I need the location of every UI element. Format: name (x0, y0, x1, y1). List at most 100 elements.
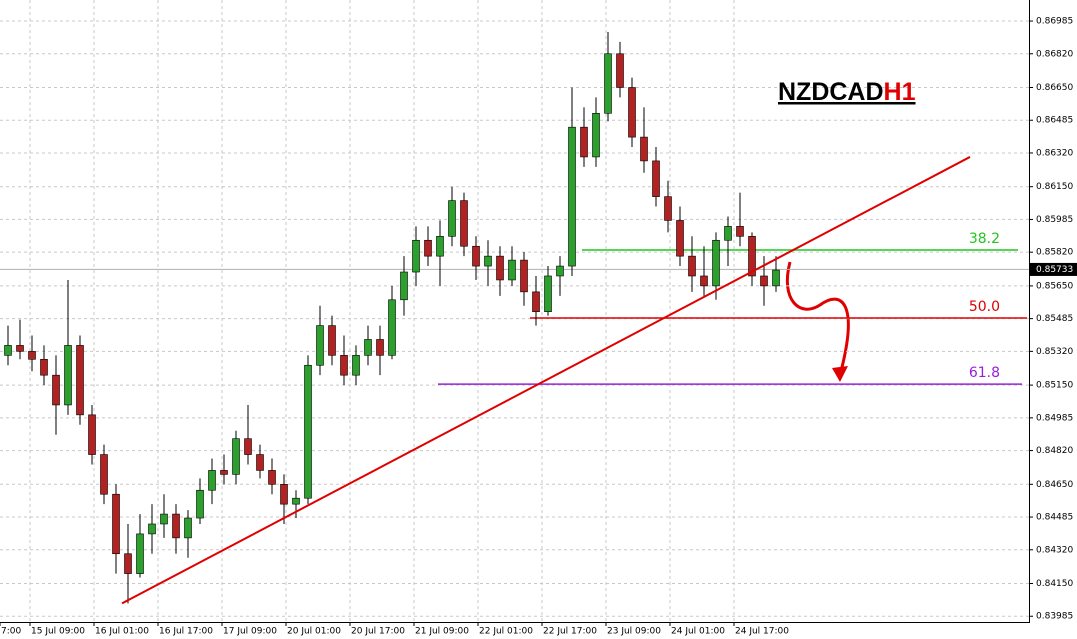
candle-body (280, 484, 288, 505)
fib-level-label: 38.2 (969, 231, 1000, 247)
candle-body (436, 236, 444, 257)
candle-body (616, 53, 624, 88)
candle-body (52, 374, 60, 406)
candle-body (88, 414, 96, 455)
candle-body (232, 438, 240, 475)
candle-body (40, 359, 48, 376)
x-tick-label: 16 Jul 01:00 (95, 627, 149, 637)
candle-body (484, 255, 492, 267)
current-price-box (1030, 262, 1077, 276)
y-tick-label: 0.85320 (1036, 347, 1073, 357)
y-tick-label: 0.85485 (1036, 314, 1073, 324)
candle-body (580, 126, 588, 158)
title-symbol: NZDCAD (778, 78, 884, 106)
candle-body (172, 513, 180, 539)
y-tick-label: 0.85985 (1036, 215, 1073, 225)
fib-level-label: 50.0 (969, 299, 1000, 315)
candle-body (100, 454, 108, 495)
candle-body (184, 517, 192, 539)
y-tick-label: 0.85650 (1036, 281, 1073, 291)
candle-body (292, 497, 300, 505)
candle-body (772, 269, 780, 287)
candle-body (592, 112, 600, 158)
y-tick-label: 0.86985 (1036, 17, 1073, 27)
candle-body (736, 226, 744, 237)
candle-body (520, 259, 528, 293)
candle-body (4, 345, 12, 356)
y-tick-label: 0.83985 (1036, 612, 1073, 622)
x-tick-label: 24 Jul 17:00 (735, 627, 789, 637)
x-tick-label: 22 Jul 01:00 (479, 627, 533, 637)
candle-body (28, 351, 36, 360)
candle-body (256, 454, 264, 471)
y-tick-label: 0.84985 (1036, 413, 1073, 423)
candle-body (316, 325, 324, 366)
y-tick-label: 0.84650 (1036, 480, 1073, 490)
candle-body (136, 533, 144, 574)
candle-body (700, 275, 708, 287)
candle-body (676, 220, 684, 257)
candle-body (652, 160, 660, 197)
candle-body (196, 489, 204, 519)
candle-body (304, 364, 312, 499)
y-tick-label: 0.86320 (1036, 148, 1073, 158)
candle-body (64, 345, 72, 406)
x-tick-label: 15 Jul 09:00 (31, 627, 85, 637)
candle-body (568, 126, 576, 267)
x-tick-label: 21 Jul 09:00 (415, 627, 469, 637)
candle-body (352, 355, 360, 376)
candle-body (628, 87, 636, 138)
candle-body (712, 239, 720, 287)
candle-body (496, 255, 504, 281)
candle-body (688, 255, 696, 277)
candle-body (448, 200, 456, 237)
candle-body (340, 355, 348, 376)
x-tick-label: 20 Jul 01:00 (287, 627, 341, 637)
candle-body (604, 53, 612, 114)
y-tick-label: 0.85820 (1036, 248, 1073, 258)
candle-body (376, 339, 384, 356)
candle-body (400, 271, 408, 301)
y-tick-label: 0.85150 (1036, 381, 1073, 391)
candle-body (160, 513, 168, 525)
candle-body (76, 345, 84, 416)
candle-body (148, 523, 156, 535)
x-tick-label: 23 Jul 09:00 (607, 627, 661, 637)
candle-body (244, 438, 252, 455)
title-period: H1 (884, 78, 916, 106)
candle-body (112, 493, 120, 555)
candle-body (16, 345, 24, 352)
candle-body (748, 236, 756, 277)
current-price-label: 0.85733 (1036, 265, 1073, 275)
title: NZDCADH1 (778, 78, 916, 106)
x-tick-label: 22 Jul 17:00 (543, 627, 597, 637)
candle-body (544, 275, 552, 312)
y-tick-label: 0.86485 (1036, 116, 1073, 126)
x-tick-label: 16 Jul 17:00 (159, 627, 213, 637)
candle-body (268, 470, 276, 485)
x-tick-label: 20 Jul 17:00 (351, 627, 405, 637)
y-tick-label: 0.84320 (1036, 545, 1073, 555)
candle-body (724, 226, 732, 241)
x-tick-label: 24 Jul 01:00 (671, 627, 725, 637)
candle-body (472, 245, 480, 267)
x-tick-label: 17 Jul 09:00 (223, 627, 277, 637)
candle-body (508, 259, 516, 281)
y-tick-label: 0.86820 (1036, 49, 1073, 59)
x-tick-label: 7:00 (1, 627, 21, 637)
y-tick-label: 0.86650 (1036, 83, 1073, 93)
candle-body (532, 291, 540, 312)
y-tick-label: 0.84820 (1036, 446, 1073, 456)
projection-arrow-head (832, 366, 848, 382)
candle-body (364, 339, 372, 356)
candle-body (412, 239, 420, 273)
y-tick-label: 0.84485 (1036, 513, 1073, 523)
y-tick-label: 0.84150 (1036, 579, 1073, 589)
projection-arrow (785, 261, 850, 376)
trendline (121, 156, 971, 605)
candle-body (664, 196, 672, 221)
y-tick-label: 0.86150 (1036, 182, 1073, 192)
candle-body (760, 275, 768, 287)
candle-body (556, 265, 564, 277)
